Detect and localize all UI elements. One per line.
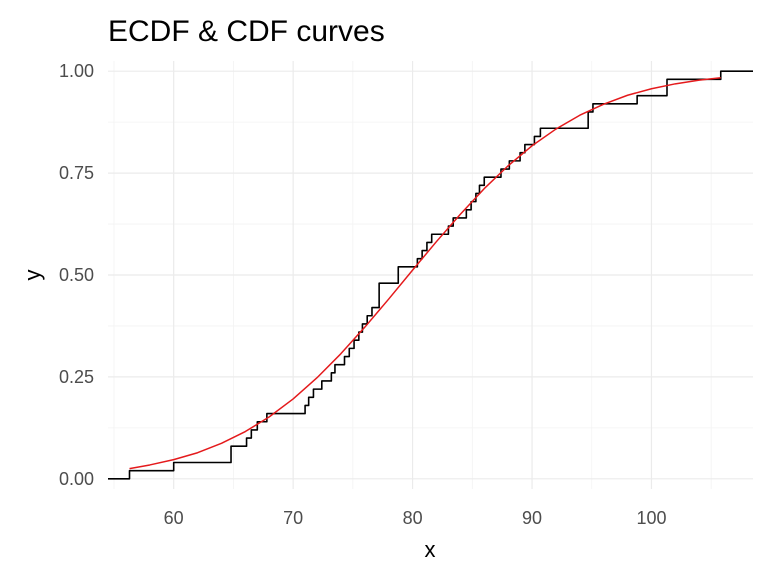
chart-title: ECDF & CDF curves <box>108 15 385 48</box>
y-axis-tick-labels: 0.00 0.25 0.50 0.75 1.00 <box>59 61 94 489</box>
x-tick-label: 90 <box>522 508 542 528</box>
major-gridlines <box>108 61 753 489</box>
x-tick-label: 80 <box>403 508 423 528</box>
y-tick-label: 0.25 <box>59 367 94 387</box>
y-axis-title: y <box>20 270 45 281</box>
y-tick-label: 0.00 <box>59 469 94 489</box>
cdf-curve-line <box>129 76 721 470</box>
x-axis-title: x <box>425 537 436 562</box>
x-tick-label: 70 <box>283 508 303 528</box>
ecdf-step-line <box>108 70 753 480</box>
x-axis-tick-labels: 60 70 80 90 100 <box>164 508 667 528</box>
y-tick-label: 0.50 <box>59 265 94 285</box>
series-layer <box>108 70 753 480</box>
y-tick-label: 0.75 <box>59 163 94 183</box>
x-tick-label: 100 <box>636 508 666 528</box>
x-tick-label: 60 <box>164 508 184 528</box>
y-tick-label: 1.00 <box>59 61 94 81</box>
